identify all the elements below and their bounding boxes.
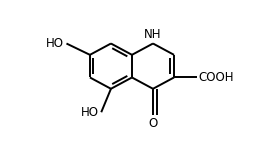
- Text: COOH: COOH: [198, 71, 234, 84]
- Text: HO: HO: [81, 106, 99, 119]
- Text: NH: NH: [144, 28, 162, 41]
- Text: O: O: [148, 117, 158, 130]
- Text: HO: HO: [46, 37, 64, 50]
